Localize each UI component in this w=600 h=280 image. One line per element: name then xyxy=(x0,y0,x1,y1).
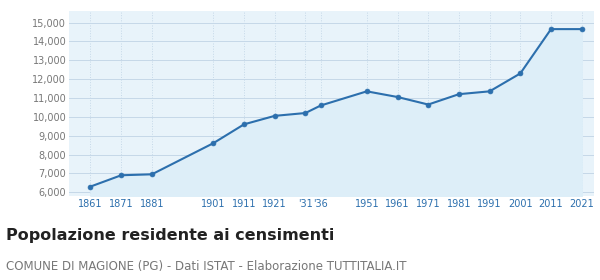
Text: COMUNE DI MAGIONE (PG) - Dati ISTAT - Elaborazione TUTTITALIA.IT: COMUNE DI MAGIONE (PG) - Dati ISTAT - El… xyxy=(6,260,407,273)
Text: Popolazione residente ai censimenti: Popolazione residente ai censimenti xyxy=(6,228,334,243)
